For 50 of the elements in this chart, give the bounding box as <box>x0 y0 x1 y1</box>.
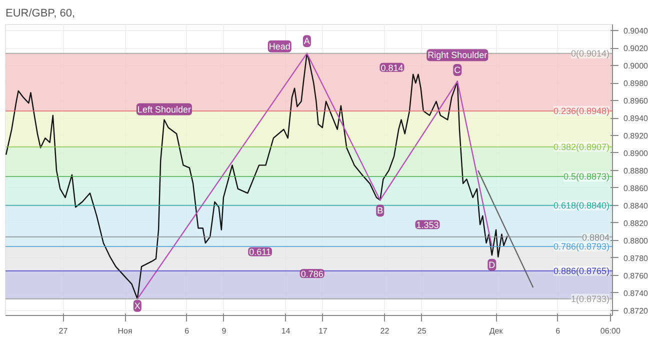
y-tick-label: 0.8880 <box>624 166 649 176</box>
annotation: B <box>377 206 384 216</box>
ref-line-label: 0.618(0.8840) <box>553 200 610 210</box>
ref-line-label: 0.5(0.8873) <box>563 172 610 182</box>
x-tick-label: 25 <box>417 326 427 336</box>
x-tick-label: 9 <box>222 326 227 336</box>
x-tick-label: 22 <box>380 326 390 336</box>
chart-title: EUR/GBP, 60, <box>6 8 75 20</box>
y-tick-label: 0.8900 <box>624 148 649 158</box>
ref-line-label: 0.8804 <box>582 232 610 242</box>
ref-line-label: 1(0.8733) <box>570 294 610 304</box>
x-tick-label: 14 <box>281 326 291 336</box>
x-tick-label: Дек <box>489 326 504 336</box>
annotation: 0.611 <box>249 247 271 258</box>
y-tick-label: 0.8960 <box>624 96 649 106</box>
y-tick-label: 0.9040 <box>624 26 649 36</box>
annotation: Left Shoulder <box>137 104 191 114</box>
y-tick-label: 0.8820 <box>624 218 649 228</box>
ref-line-label: 0.236(0.8948) <box>553 106 610 116</box>
x-tick-label: 6 <box>556 326 561 336</box>
x-tick-label: 17 <box>318 326 328 336</box>
y-tick-label: 0.9020 <box>624 44 649 54</box>
annotation: Right Shoulder <box>428 50 488 60</box>
x-tick-label: 06:00 <box>600 326 621 336</box>
y-tick-label: 0.8720 <box>624 306 649 316</box>
x-tick-label: 6 <box>184 326 190 336</box>
annotation: 0.786 <box>300 269 324 280</box>
x-tick-label: 27 <box>58 326 68 336</box>
annotation: D <box>488 260 496 270</box>
y-tick-label: 0.8940 <box>624 114 649 124</box>
annotation: 1.353 <box>416 220 439 230</box>
y-tick-label: 0.8800 <box>624 236 649 246</box>
x-tick-label: Ноя <box>118 326 132 336</box>
annotation: X <box>134 300 140 311</box>
y-tick-label: 0.9000 <box>624 62 649 71</box>
ref-line-label: 0.786(0.8793) <box>553 241 610 252</box>
y-tick-label: 0.8740 <box>624 288 649 298</box>
y-tick-label: 0.8760 <box>624 271 649 280</box>
annotation: 0.814 <box>380 62 404 73</box>
y-tick-label: 0.8980 <box>624 79 649 88</box>
ref-line-label: 0.382(0.8907) <box>553 142 610 152</box>
y-tick-label: 0.8860 <box>624 184 649 193</box>
y-tick-label: 0.8780 <box>624 254 649 263</box>
annotation: C <box>454 64 462 75</box>
ref-line-label: 0(0.9014) <box>570 48 610 58</box>
ref-line-label: 0.886(0.8765) <box>553 266 610 276</box>
y-tick-label: 0.8840 <box>624 201 649 210</box>
y-tick-label: 0.8920 <box>624 131 649 140</box>
annotation: Head <box>268 41 290 52</box>
annotation: A <box>304 36 310 46</box>
